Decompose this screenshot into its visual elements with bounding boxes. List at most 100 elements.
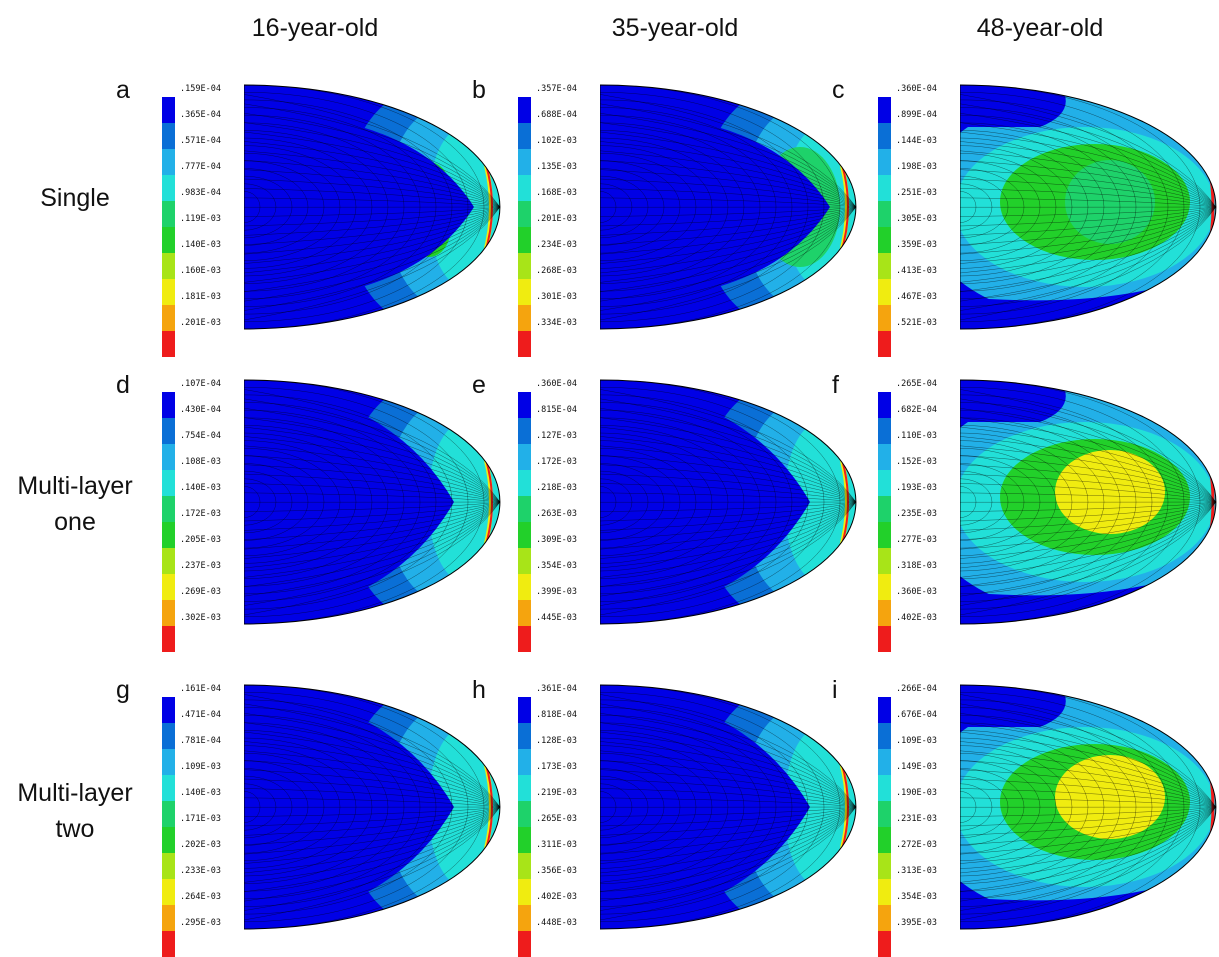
legend-row: .219E-03	[518, 788, 600, 827]
legend-row: .313E-03	[878, 866, 960, 905]
legend-swatch	[878, 227, 891, 253]
legend-value: .301E-03	[536, 292, 577, 302]
legend-value: .198E-03	[896, 162, 937, 172]
legend-swatch	[518, 600, 531, 626]
legend-swatch	[162, 496, 175, 522]
legend-row: .356E-03	[518, 866, 600, 905]
legend-row: .467E-03	[878, 292, 960, 331]
legend-swatch	[518, 444, 531, 470]
legend-swatch	[162, 522, 175, 548]
legend-row: .181E-03	[162, 292, 244, 331]
legend-value: .471E-04	[180, 710, 221, 720]
legend-swatch	[162, 201, 175, 227]
legend-swatch	[878, 574, 891, 600]
legend-swatch	[878, 201, 891, 227]
legend-value: .295E-03	[180, 918, 221, 928]
legend-swatch	[518, 749, 531, 775]
legend-value: .140E-03	[180, 788, 221, 798]
legend-swatch	[518, 522, 531, 548]
stress-field	[244, 685, 500, 929]
legend-value: .193E-03	[896, 483, 937, 493]
legend-value: .231E-03	[896, 814, 937, 824]
panel-h: h .361E-04 .818E-04 .128E-03 .173E-03 .219E-0…	[472, 676, 858, 957]
row-title-line: one	[54, 508, 96, 536]
legend-value: .149E-03	[896, 762, 937, 772]
legend-row: .818E-04	[518, 710, 600, 749]
legend-row: .295E-03	[162, 918, 244, 944]
legend-row: .402E-03	[878, 613, 960, 639]
legend-row: .149E-03	[878, 762, 960, 801]
legend-swatch	[162, 470, 175, 496]
legend-row: .201E-03	[518, 214, 600, 253]
legend-swatch	[878, 626, 891, 652]
legend-swatch	[518, 175, 531, 201]
legend-value: .311E-03	[536, 840, 577, 850]
legend-row: .682E-04	[878, 405, 960, 444]
legend-value: .356E-03	[536, 866, 577, 876]
legend-row: .983E-04	[162, 188, 244, 227]
legend-value: .357E-04	[536, 84, 577, 94]
color-legend: .361E-04 .818E-04 .128E-03 .173E-03 .219E-03…	[518, 684, 600, 957]
legend-value: .571E-04	[180, 136, 221, 146]
legend-swatch	[878, 931, 891, 957]
legend-swatch	[162, 548, 175, 574]
legend-swatch	[162, 775, 175, 801]
legend-value: .109E-03	[896, 736, 937, 746]
legend-swatch	[878, 418, 891, 444]
legend-value: .354E-03	[896, 892, 937, 902]
legend-swatch	[878, 392, 891, 418]
legend-value: .201E-03	[180, 318, 221, 328]
legend-value: .109E-03	[180, 762, 221, 772]
legend-swatch	[162, 305, 175, 331]
panel-g: g .161E-04 .471E-04 .781E-04 .109E-03 .140E-0…	[116, 676, 502, 957]
legend-value: .467E-03	[896, 292, 937, 302]
mesh-outline	[960, 379, 1217, 625]
legend-row: .309E-03	[518, 535, 600, 574]
legend-swatch	[518, 470, 531, 496]
legend-value: .108E-03	[180, 457, 221, 467]
legend-value: .265E-03	[536, 814, 577, 824]
mesh-outline	[600, 84, 857, 330]
legend-swatch	[162, 574, 175, 600]
legend-row: .365E-04	[162, 110, 244, 149]
mesh-outline	[960, 684, 1217, 930]
legend-row: .357E-04	[518, 84, 600, 123]
legend-row: .305E-03	[878, 214, 960, 253]
color-legend: .159E-04 .365E-04 .571E-04 .777E-04 .983E-04…	[162, 84, 244, 357]
row-title-line: Single	[40, 184, 110, 212]
legend-row: .218E-03	[518, 483, 600, 522]
legend-swatch	[518, 548, 531, 574]
legend-row: .235E-03	[878, 509, 960, 548]
legend-swatch	[518, 201, 531, 227]
contour-map	[960, 379, 1217, 625]
contour-map	[960, 684, 1217, 930]
mesh-outline	[960, 84, 1217, 330]
panel-e: e .360E-04 .815E-04 .127E-03 .172E-03 .218E-0…	[472, 371, 858, 652]
legend-row: .202E-03	[162, 840, 244, 879]
legend-swatch	[878, 149, 891, 175]
legend-row: .269E-03	[162, 587, 244, 626]
legend-value: .360E-04	[896, 84, 937, 94]
legend-value: .781E-04	[180, 736, 221, 746]
legend-swatch	[518, 149, 531, 175]
stress-field	[244, 380, 500, 624]
legend-swatch	[518, 279, 531, 305]
color-legend: .360E-04 .815E-04 .127E-03 .172E-03 .218E-03…	[518, 379, 600, 652]
legend-swatch	[162, 626, 175, 652]
contour-map	[600, 379, 857, 625]
legend-swatch	[162, 879, 175, 905]
legend-swatch	[518, 723, 531, 749]
panel-letter: c	[832, 76, 845, 104]
legend-swatch	[518, 123, 531, 149]
legend-value: .318E-03	[896, 561, 937, 571]
legend-row: .354E-03	[518, 561, 600, 600]
legend-row: .193E-03	[878, 483, 960, 522]
legend-row: .754E-04	[162, 431, 244, 470]
legend-value: .682E-04	[896, 405, 937, 415]
legend-swatch	[878, 697, 891, 723]
color-legend: .107E-04 .430E-04 .754E-04 .108E-03 .140E-03…	[162, 379, 244, 652]
legend-row: .231E-03	[878, 814, 960, 853]
legend-row: .777E-04	[162, 162, 244, 201]
legend-swatch	[162, 279, 175, 305]
legend-row: .361E-04	[518, 684, 600, 723]
